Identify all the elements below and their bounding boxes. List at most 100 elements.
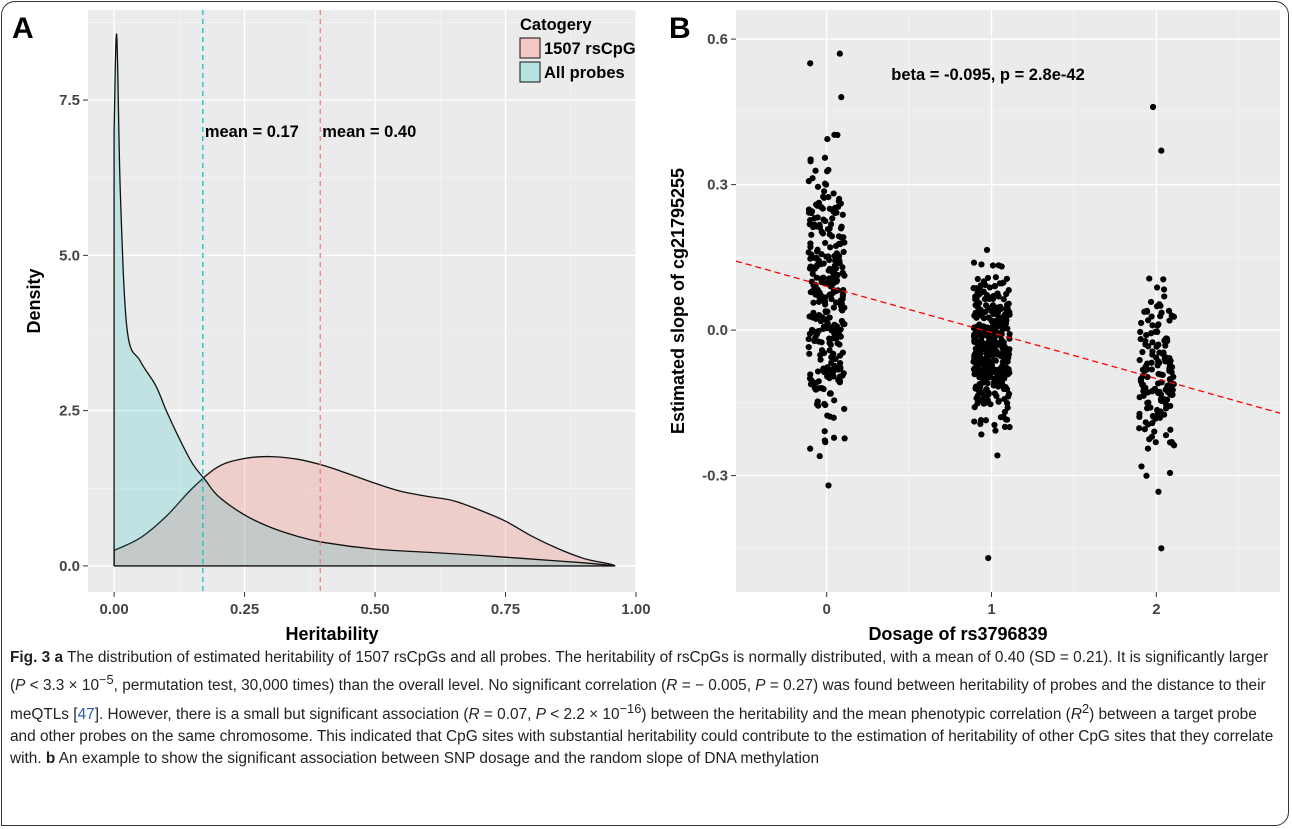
- x-tick-label: 2: [1152, 601, 1160, 618]
- data-point: [822, 181, 830, 188]
- data-point: [972, 350, 979, 357]
- data-point: [1154, 380, 1162, 387]
- data-point: [978, 431, 985, 438]
- data-point: [822, 308, 829, 315]
- data-point: [1003, 357, 1011, 365]
- data-point: [970, 259, 978, 266]
- x-tick-label: 0.00: [99, 601, 128, 618]
- y-tick-label: 7.5: [59, 92, 80, 109]
- data-point: [1138, 319, 1145, 327]
- data-point: [984, 397, 992, 404]
- data-point: [1144, 445, 1152, 452]
- data-point: [1000, 296, 1007, 303]
- data-point: [1139, 366, 1147, 373]
- data-point: [991, 283, 998, 290]
- data-point: [1155, 488, 1162, 495]
- data-point: [1168, 438, 1175, 446]
- data-point: [821, 437, 828, 444]
- data-point: [818, 275, 825, 282]
- data-point: [805, 344, 812, 351]
- data-point: [983, 385, 990, 393]
- data-point: [1148, 359, 1155, 366]
- data-point: [1006, 346, 1013, 353]
- data-point: [810, 380, 817, 387]
- caption-text: R: [1070, 705, 1082, 723]
- data-point: [977, 417, 985, 424]
- data-point: [832, 299, 840, 306]
- density-area: [114, 34, 616, 566]
- data-point: [812, 167, 819, 174]
- data-point: [825, 482, 832, 489]
- data-point: [825, 166, 832, 174]
- data-point: [839, 320, 847, 327]
- data-point: [980, 400, 987, 407]
- x-tick-label: 0.50: [360, 601, 389, 618]
- caption-text: The distribution of estimated heritabili…: [10, 649, 1269, 695]
- data-point: [825, 193, 832, 201]
- data-point: [976, 382, 984, 389]
- data-point: [1166, 317, 1173, 324]
- data-point: [992, 427, 999, 434]
- data-point: [1167, 391, 1174, 398]
- data-point: [808, 231, 815, 238]
- data-point: [1167, 426, 1174, 433]
- data-point: [824, 135, 831, 143]
- data-point: [837, 225, 845, 232]
- data-point: [828, 295, 835, 303]
- data-point: [994, 290, 1001, 297]
- mean-annotation: mean = 0.40: [322, 123, 416, 141]
- data-point: [970, 285, 977, 292]
- data-point: [835, 240, 843, 247]
- data-point: [1149, 348, 1156, 355]
- data-point: [805, 335, 812, 343]
- data-point: [817, 203, 825, 211]
- data-point: [831, 131, 838, 138]
- data-point: [984, 349, 991, 356]
- data-point: [996, 304, 1003, 311]
- data-point: [831, 397, 838, 404]
- data-point: [977, 350, 984, 357]
- data-point: [981, 365, 988, 372]
- data-point: [820, 260, 827, 267]
- data-point: [1148, 366, 1155, 373]
- data-point: [978, 261, 985, 268]
- data-point: [997, 414, 1005, 421]
- caption-text: = 0.27) was found between heritability o…: [10, 677, 1266, 723]
- data-point: [1160, 286, 1168, 293]
- data-point: [1163, 337, 1170, 344]
- data-point: [1166, 354, 1173, 362]
- data-point: [990, 357, 997, 364]
- data-point: [982, 308, 989, 316]
- data-point: [828, 290, 836, 297]
- data-point: [980, 315, 988, 322]
- data-point: [981, 355, 988, 363]
- reference-link[interactable]: 47: [77, 705, 95, 723]
- data-point: [821, 428, 828, 435]
- data-point: [839, 211, 846, 218]
- data-point: [829, 368, 836, 376]
- data-point: [1166, 375, 1174, 383]
- data-point: [841, 405, 848, 413]
- data-point: [833, 209, 840, 216]
- data-point: [1001, 375, 1008, 382]
- legend-swatch: [519, 61, 541, 83]
- caption-text: An example to show the significant assoc…: [55, 750, 820, 768]
- data-point: [1001, 348, 1008, 356]
- data-point: [811, 215, 818, 222]
- caption-text: < 2.2 × 10: [545, 705, 620, 723]
- data-point: [815, 293, 823, 300]
- data-point: [826, 339, 833, 346]
- data-point: [827, 244, 834, 251]
- data-point: [840, 248, 847, 255]
- legend-label: All probes: [544, 64, 625, 82]
- data-point: [809, 270, 816, 277]
- panel-b-label: B: [669, 12, 691, 45]
- data-point: [806, 265, 814, 272]
- data-point: [824, 367, 831, 374]
- data-point: [1136, 410, 1143, 417]
- data-point: [1166, 469, 1174, 477]
- data-point: [994, 452, 1001, 459]
- caption-a-label: Fig. 3 a: [10, 649, 64, 666]
- data-point: [824, 412, 831, 419]
- y-tick-label: 5.0: [59, 247, 80, 264]
